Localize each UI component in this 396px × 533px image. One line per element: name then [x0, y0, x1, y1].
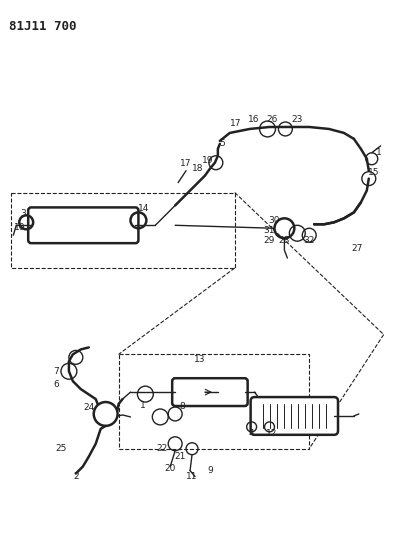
Text: 13: 13: [194, 355, 206, 364]
FancyBboxPatch shape: [172, 378, 248, 406]
Text: 7: 7: [53, 367, 59, 376]
Text: 18: 18: [192, 164, 204, 173]
Text: 23: 23: [291, 115, 303, 124]
Text: 10: 10: [13, 223, 25, 232]
Text: 27: 27: [351, 244, 363, 253]
Text: 1: 1: [139, 400, 145, 409]
Text: 14: 14: [138, 204, 149, 213]
Text: 26: 26: [267, 115, 278, 124]
Text: 19: 19: [202, 156, 214, 165]
Text: 32: 32: [303, 236, 315, 245]
Text: 2: 2: [73, 472, 79, 481]
Text: 81J11 700: 81J11 700: [10, 20, 77, 33]
Text: 9: 9: [207, 466, 213, 475]
Text: 12: 12: [266, 429, 277, 438]
Text: 29: 29: [264, 236, 275, 245]
Text: 17: 17: [180, 159, 192, 168]
Text: 25: 25: [55, 444, 67, 453]
FancyBboxPatch shape: [251, 397, 338, 435]
Text: 3: 3: [20, 209, 26, 218]
Text: 6: 6: [53, 379, 59, 389]
Text: 5: 5: [219, 139, 225, 148]
Text: 16: 16: [248, 115, 259, 124]
Text: 22: 22: [157, 444, 168, 453]
Text: 30: 30: [269, 216, 280, 225]
Text: 8: 8: [179, 401, 185, 410]
Text: 11: 11: [186, 472, 198, 481]
Text: 31: 31: [264, 226, 275, 235]
Text: 21: 21: [175, 452, 186, 461]
FancyBboxPatch shape: [28, 207, 139, 243]
Text: 15: 15: [368, 168, 379, 177]
Text: 17: 17: [230, 118, 242, 127]
Text: 28: 28: [279, 236, 290, 245]
Text: 20: 20: [164, 464, 176, 473]
Text: 24: 24: [83, 402, 94, 411]
Text: 1: 1: [376, 148, 382, 157]
Text: 4: 4: [249, 429, 255, 438]
